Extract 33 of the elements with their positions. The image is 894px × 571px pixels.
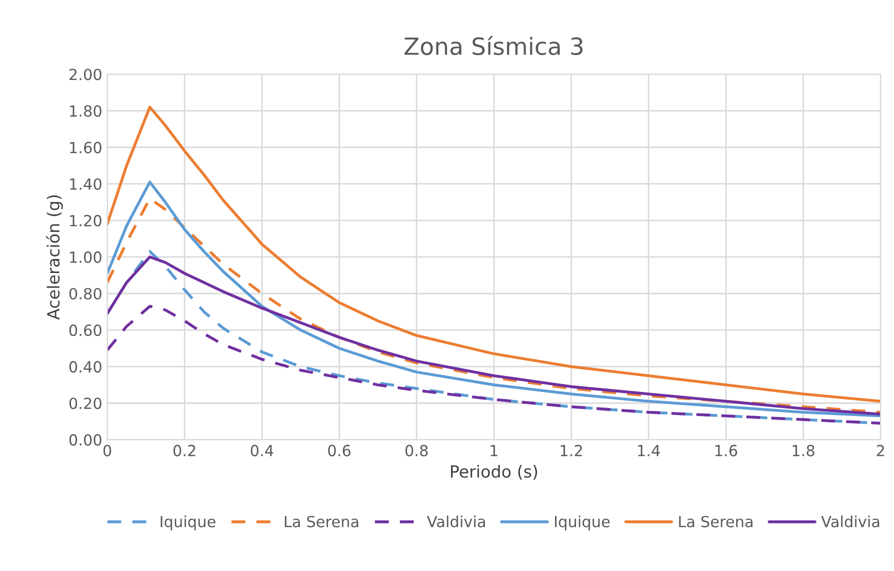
legend-label: Iquique [160, 516, 216, 530]
x-tick-label: 2 [876, 444, 884, 456]
y-tick-label: 1.20 [70, 214, 102, 226]
y-axis-title: Aceleración (g) [46, 195, 63, 320]
x-tick-label: 1.4 [638, 445, 660, 456]
x-tick-label: 1.8 [792, 444, 814, 456]
legend-label: Valdivia [426, 516, 485, 528]
y-tick-label: 0.20 [69, 398, 102, 410]
x-axis-title: Periodo (s) [451, 464, 538, 480]
y-tick-label: 0.60 [69, 324, 102, 336]
x-tick-label: 0.2 [173, 444, 196, 456]
line-series [107, 106, 881, 403]
x-tick-label: 0.4 [250, 444, 274, 456]
y-tick-label: 2.00 [70, 68, 102, 80]
y-tick-label: 0.40 [69, 361, 102, 373]
y-tick-label: 0.80 [69, 288, 102, 300]
x-tick-label: 1.6 [715, 444, 738, 456]
x-tick-label: 1.2 [560, 444, 582, 456]
y-tick-label: 1.80 [70, 105, 102, 117]
legend-label: La Serena [284, 516, 358, 528]
line-series [107, 304, 881, 425]
legend-label: Iquique [555, 516, 610, 530]
chart-title: Zona Sísmica 3 [404, 36, 583, 56]
x-tick-label: 0.6 [328, 444, 350, 456]
legend-label: La Serena [679, 516, 752, 528]
x-tick-label: 0.8 [405, 444, 428, 456]
y-tick-label: 1.00 [70, 251, 102, 263]
y-tick-label: 1.40 [70, 178, 102, 190]
y-tick-label: 1.60 [70, 142, 102, 154]
x-tick-label: 1 [490, 445, 498, 456]
y-tick-label: 0.00 [69, 434, 102, 446]
legend-label: Valdivia [821, 516, 880, 528]
x-tick-label: 0 [103, 444, 112, 456]
